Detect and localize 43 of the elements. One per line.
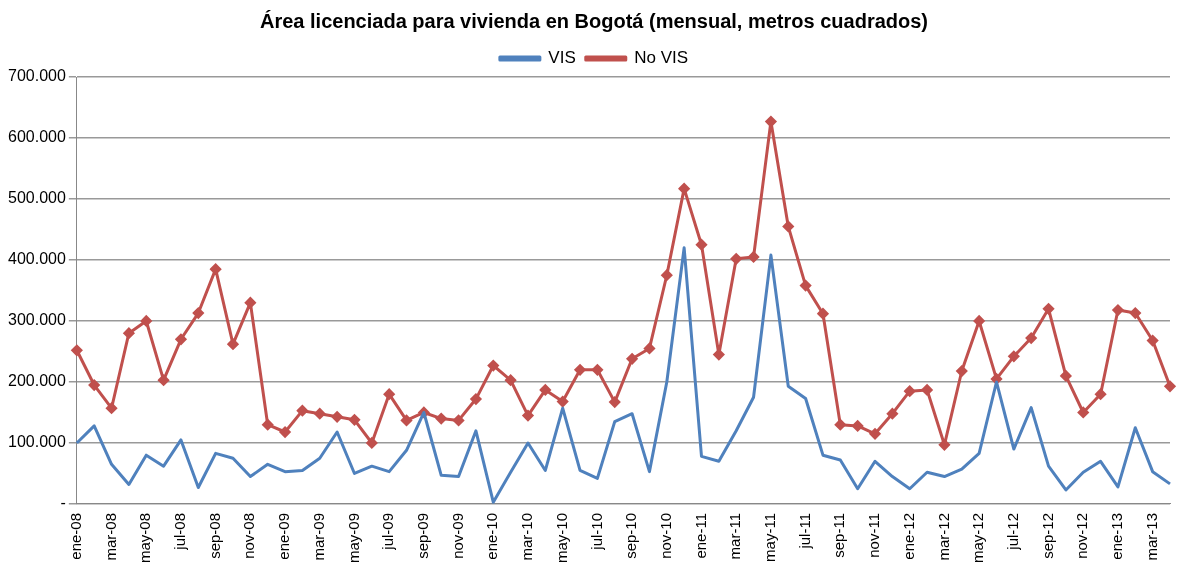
x-tick-label: nov-11: [865, 512, 883, 558]
x-tick-label: mar-09: [309, 512, 327, 561]
y-tick-label: 400.000: [7, 250, 66, 268]
legend-label: No VIS: [634, 48, 689, 68]
x-tick-label: ene-13: [1108, 512, 1126, 560]
x-tick-label: jul-10: [587, 512, 605, 551]
x-tick-label: may-08: [136, 512, 154, 564]
legend-label: VIS: [548, 48, 576, 68]
x-tick-label: sep-12: [1038, 512, 1056, 559]
y-tick-label: 700.000: [7, 67, 66, 85]
x-tick-label: jul-11: [795, 512, 813, 550]
x-tick-label: sep-11: [830, 512, 848, 558]
y-tick-label: 300.000: [7, 311, 66, 329]
x-tick-label: ene-11: [691, 512, 709, 559]
y-tick-label: 500.000: [7, 189, 66, 207]
x-tick-label: jul-08: [171, 512, 189, 551]
chart-title: Área licenciada para vivienda en Bogotá (mensual, metros cuadrados): [260, 9, 928, 32]
x-tick-label: mar-11: [726, 512, 744, 560]
x-tick-label: sep-09: [414, 512, 432, 559]
x-tick-label: mar-10: [518, 512, 536, 561]
x-tick-label: may-11: [761, 512, 779, 562]
x-tick-label: mar-12: [934, 512, 952, 561]
x-tick-label: sep-08: [205, 512, 223, 559]
y-tick-label: 100.000: [7, 433, 66, 451]
x-tick-label: sep-10: [622, 512, 640, 559]
x-tick-label: may-12: [969, 512, 987, 564]
x-tick-label: mar-13: [1142, 512, 1160, 561]
x-tick-label: jul-12: [1003, 512, 1021, 551]
y-tick-label: 600.000: [7, 128, 66, 146]
x-tick-label: nov-08: [240, 512, 258, 559]
x-tick-label: nov-10: [656, 512, 674, 559]
x-tick-label: may-09: [344, 512, 362, 564]
y-tick-label: 200.000: [7, 372, 66, 390]
y-tick-label: -: [60, 494, 66, 512]
x-tick-label: ene-09: [275, 512, 293, 560]
x-tick-label: nov-12: [1073, 512, 1091, 559]
x-tick-label: may-10: [552, 512, 570, 564]
x-tick-label: nov-09: [448, 512, 466, 559]
x-tick-label: mar-08: [101, 512, 119, 561]
x-tick-label: jul-09: [379, 512, 397, 551]
x-tick-label: ene-10: [483, 512, 501, 560]
x-tick-label: ene-08: [66, 512, 84, 560]
x-tick-label: ene-12: [899, 512, 917, 560]
